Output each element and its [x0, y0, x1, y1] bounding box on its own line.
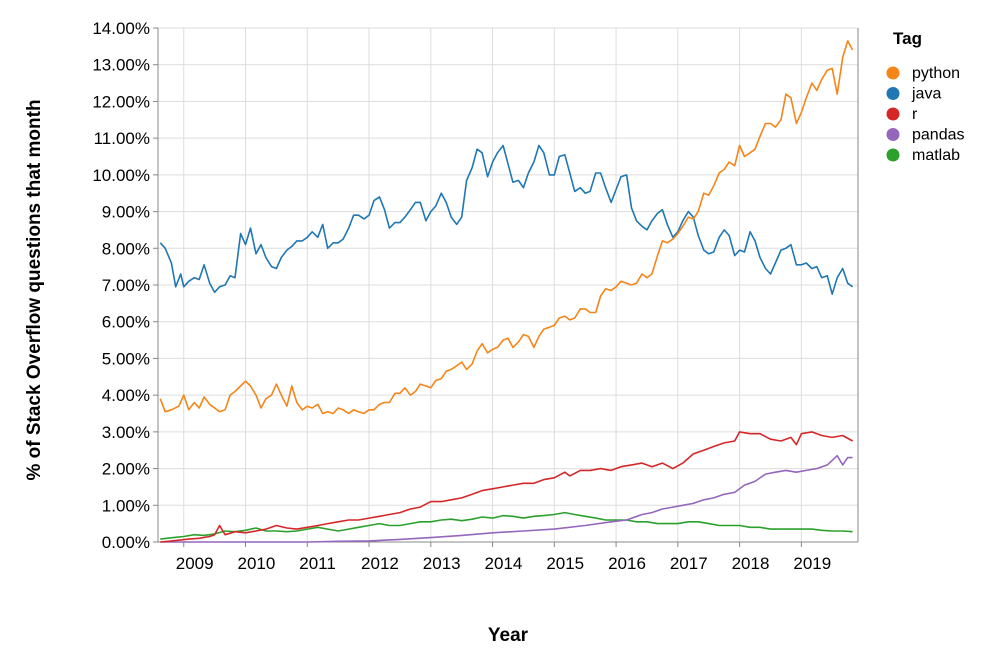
y-tick-label: 5.00% [102, 349, 150, 368]
legend-label-pandas: pandas [912, 127, 965, 144]
x-tick-label: 2016 [608, 554, 646, 573]
x-axis-title: Year [488, 625, 529, 646]
series-line-python [159, 40, 854, 415]
x-tick-label: 2012 [361, 554, 399, 573]
series-line-pandas [160, 454, 853, 543]
series-lines [159, 40, 854, 543]
y-tick-label: 11.00% [94, 129, 150, 148]
y-tick-label: 6.00% [102, 313, 150, 332]
legend-swatch-matlab [886, 148, 900, 162]
y-tick-label: 14.00% [92, 19, 150, 38]
y-tick-label: 3.00% [102, 423, 150, 442]
y-tick-label: 2.00% [102, 460, 150, 479]
legend-title: Tag [893, 29, 922, 48]
y-tick-label: 13.00% [92, 56, 150, 75]
legend-swatch-pandas [886, 128, 900, 141]
y-tick-label: 4.00% [102, 386, 150, 405]
legend-swatch-java [886, 87, 900, 100]
x-tick-label: 2010 [238, 554, 276, 573]
legend-label-java: java [911, 86, 941, 103]
y-axis-title: % of Stack Overflow questions that month [24, 99, 45, 480]
x-tick-label: 2019 [793, 554, 831, 573]
series-line-matlab [160, 511, 853, 540]
series-line-r [160, 431, 853, 543]
y-tick-label: 9.00% [102, 203, 150, 222]
x-tick-label: 2014 [485, 554, 523, 573]
x-tick-label: 2013 [423, 554, 461, 573]
axes: 0.00% 1.00% 2.00% 3.00% 4.00% 5.00% 6.00% 7.00%… [92, 19, 859, 573]
legend-label-python: python [912, 65, 960, 82]
x-tick-label: 2017 [670, 554, 708, 573]
x-tick-label: 2009 [176, 554, 214, 573]
y-tick-label: 7.00% [102, 276, 150, 295]
legend-label-r: r [912, 106, 918, 123]
y-tick-label: 10.00% [92, 166, 150, 185]
series-line-java [159, 144, 854, 295]
y-tick-label: 8.00% [102, 239, 150, 258]
y-tick-label: 1.00% [102, 496, 150, 515]
legend: Tag python java r pandas matlab [886, 29, 965, 164]
x-tick-label: 2011 [299, 554, 336, 573]
legend-swatch-r [886, 107, 900, 121]
y-tick-label: 0.00% [102, 533, 150, 552]
legend-label-matlab: matlab [912, 147, 960, 164]
legend-swatch-python [886, 66, 900, 80]
gridlines [158, 27, 858, 543]
y-tick-label: 12.00% [92, 92, 150, 111]
x-tick-label: 2015 [546, 554, 584, 573]
x-tick-label: 2018 [732, 554, 770, 573]
